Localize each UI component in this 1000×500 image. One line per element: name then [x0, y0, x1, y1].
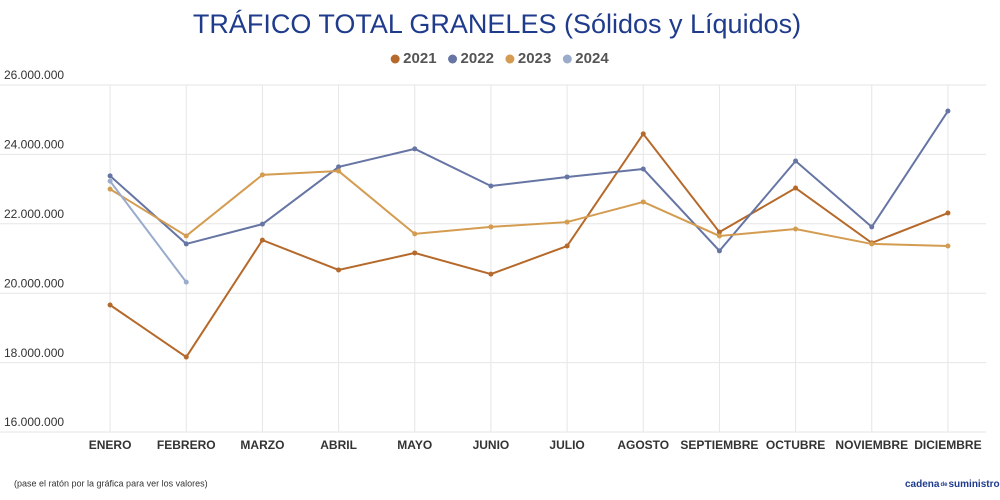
- footnote: (pase el ratón por la gráfica para ver l…: [14, 478, 208, 488]
- logo-part: cadena: [905, 479, 940, 490]
- logo: cadenadesuministro: [905, 479, 1000, 490]
- data-point: [336, 168, 342, 174]
- x-tick-label: JULIO: [549, 438, 584, 452]
- data-point: [412, 146, 418, 152]
- y-tick-label: 16.000.000: [4, 415, 64, 429]
- data-point: [945, 243, 951, 249]
- series-line: [109, 110, 949, 253]
- data-point: [869, 224, 875, 230]
- data-point: [107, 186, 113, 192]
- data-point: [488, 183, 494, 189]
- y-tick-label: 24.000.000: [4, 138, 64, 152]
- y-tick-label: 20.000.000: [4, 276, 64, 290]
- data-point: [107, 173, 113, 179]
- data-point: [564, 243, 570, 249]
- data-point: [793, 158, 799, 164]
- data-point: [869, 241, 875, 247]
- x-tick-label: ABRIL: [320, 438, 357, 452]
- series-line: [109, 180, 188, 283]
- data-point: [640, 199, 646, 205]
- legend: 2021 2022 2023 2024: [390, 50, 609, 67]
- data-point: [716, 248, 722, 254]
- series-line: [109, 132, 949, 359]
- x-tick-label: MARZO: [240, 438, 284, 452]
- legend-label: 2023: [518, 50, 551, 67]
- data-point: [640, 131, 646, 137]
- data-point: [259, 221, 265, 227]
- data-point: [336, 164, 342, 170]
- chart-title: TRÁFICO TOTAL GRANELES (Sólidos y Líquid…: [193, 9, 801, 39]
- x-tick-label: AGOSTO: [617, 438, 669, 452]
- x-tick-label: NOVIEMBRE: [835, 438, 908, 452]
- legend-marker: [390, 54, 400, 64]
- data-point: [793, 185, 799, 191]
- legend-label: 2022: [461, 50, 494, 67]
- data-point: [259, 237, 265, 243]
- logo-part: de: [940, 482, 948, 488]
- data-point: [107, 178, 113, 184]
- x-tick-label: ENERO: [89, 438, 132, 452]
- legend-marker: [505, 54, 515, 64]
- x-tick-label: SEPTIEMBRE: [680, 438, 758, 452]
- series-line: [109, 170, 948, 248]
- data-point: [107, 302, 113, 308]
- data-point: [564, 219, 570, 225]
- y-tick-label: 26.000.000: [4, 68, 64, 82]
- data-point: [945, 210, 951, 216]
- x-tick-label: FEBRERO: [157, 438, 216, 452]
- data-point: [716, 233, 722, 239]
- data-point: [488, 271, 494, 277]
- data-point: [336, 267, 342, 273]
- data-point: [945, 108, 951, 114]
- legend-label: 2021: [403, 50, 436, 67]
- y-tick-label: 22.000.000: [4, 207, 64, 221]
- data-point: [716, 229, 722, 235]
- data-point: [183, 354, 189, 360]
- data-point: [183, 233, 189, 239]
- data-point: [183, 241, 189, 247]
- y-tick-label: 18.000.000: [4, 346, 64, 360]
- data-point: [640, 166, 646, 172]
- x-tick-label: DICIEMBRE: [914, 438, 981, 452]
- data-point: [259, 172, 265, 178]
- data-point: [412, 250, 418, 256]
- legend-marker: [562, 54, 572, 64]
- logo-part: suministro: [948, 479, 999, 490]
- data-point: [412, 231, 418, 237]
- x-tick-label: JUNIO: [473, 438, 510, 452]
- x-tick-label: MAYO: [397, 438, 432, 452]
- data-point: [564, 174, 570, 180]
- data-point: [183, 279, 189, 285]
- legend-marker: [448, 54, 458, 64]
- legend-label: 2024: [575, 50, 609, 67]
- data-point: [793, 226, 799, 232]
- x-tick-label: OCTUBRE: [766, 438, 825, 452]
- data-point: [488, 224, 494, 230]
